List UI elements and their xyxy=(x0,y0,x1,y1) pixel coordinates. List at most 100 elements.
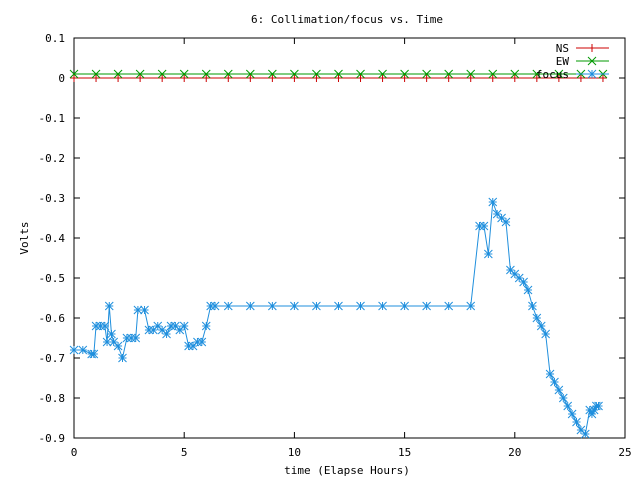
data-point xyxy=(466,301,476,311)
data-point xyxy=(488,74,497,82)
data-point xyxy=(122,333,132,343)
data-point xyxy=(519,277,528,287)
series-layer xyxy=(69,69,608,439)
y-tick-label: -0.1 xyxy=(39,112,66,125)
x-tick-label: 20 xyxy=(508,446,521,459)
data-point xyxy=(541,329,551,339)
chart-title: 6: Collimation/focus vs. Time xyxy=(251,13,443,26)
x-tick-label: 25 xyxy=(618,446,631,459)
data-point xyxy=(356,69,365,79)
data-point xyxy=(587,56,597,66)
data-point xyxy=(422,301,431,311)
data-point xyxy=(140,305,149,315)
data-point xyxy=(580,429,590,439)
data-point xyxy=(587,69,597,79)
legend-label: NS xyxy=(556,42,569,55)
y-tick-label: 0.1 xyxy=(45,32,65,45)
data-point xyxy=(245,301,255,311)
data-point xyxy=(567,409,577,419)
data-point xyxy=(126,333,136,343)
data-point xyxy=(70,74,78,82)
data-point xyxy=(356,74,365,82)
x-tick-label: 5 xyxy=(181,446,188,459)
data-point xyxy=(334,301,343,311)
data-point xyxy=(78,345,88,355)
data-point xyxy=(488,69,498,79)
data-point xyxy=(378,301,387,311)
data-point xyxy=(422,74,431,82)
data-point xyxy=(179,321,189,331)
data-point xyxy=(162,329,171,339)
data-point xyxy=(92,74,101,82)
y-tick-label: -0.8 xyxy=(39,392,66,405)
y-tick-label: -0.7 xyxy=(39,352,66,365)
data-point xyxy=(312,74,321,82)
data-point xyxy=(400,69,409,79)
data-point xyxy=(510,69,520,79)
data-point xyxy=(104,301,114,311)
legend-entry-ns: NS xyxy=(556,42,609,55)
legend-label: focus xyxy=(536,68,569,81)
data-point xyxy=(334,69,343,79)
x-tick-label: 15 xyxy=(398,446,411,459)
series-focus xyxy=(69,197,603,439)
data-point xyxy=(107,329,116,339)
data-point xyxy=(523,285,533,295)
data-point xyxy=(594,401,603,411)
data-point xyxy=(501,217,511,227)
data-point xyxy=(422,69,431,79)
data-point xyxy=(246,74,255,82)
data-point xyxy=(545,369,555,379)
data-point xyxy=(69,345,79,355)
data-point xyxy=(444,69,454,79)
plot-frame xyxy=(73,37,626,439)
data-point xyxy=(290,69,299,79)
data-point xyxy=(510,74,519,82)
data-point xyxy=(554,74,563,82)
series-ns xyxy=(70,74,607,82)
y-tick-label: -0.4 xyxy=(39,232,66,245)
data-point xyxy=(100,321,110,331)
data-point xyxy=(466,74,475,82)
data-point xyxy=(554,385,564,395)
data-point xyxy=(201,69,211,79)
data-point xyxy=(558,393,568,403)
data-point xyxy=(157,325,167,335)
data-point xyxy=(157,69,167,79)
data-point xyxy=(554,69,564,79)
data-point xyxy=(532,74,541,82)
data-point xyxy=(136,74,145,82)
data-point xyxy=(598,74,607,82)
legend-entry-focus: focus xyxy=(536,68,609,81)
data-point xyxy=(588,44,596,52)
series-line xyxy=(74,201,599,435)
data-point xyxy=(488,197,498,207)
data-point xyxy=(210,301,220,311)
data-point xyxy=(444,301,454,311)
data-point xyxy=(201,321,211,331)
y-tick-label: -0.2 xyxy=(39,152,66,165)
data-point xyxy=(224,74,233,82)
data-point xyxy=(550,377,559,387)
y-tick-label: -0.5 xyxy=(39,272,66,285)
data-point xyxy=(131,333,141,343)
data-point xyxy=(223,301,233,311)
y-tick-label: 0 xyxy=(58,72,65,85)
data-point xyxy=(102,337,112,347)
data-point xyxy=(378,69,387,79)
data-point xyxy=(113,69,123,79)
data-point xyxy=(378,74,387,82)
data-point xyxy=(268,69,277,79)
data-point xyxy=(202,74,211,82)
data-point xyxy=(576,74,585,82)
x-tick-label: 0 xyxy=(71,446,78,459)
legend-label: EW xyxy=(556,55,570,68)
data-point xyxy=(144,325,154,335)
data-point xyxy=(536,321,546,331)
data-point xyxy=(312,301,321,311)
data-point xyxy=(113,341,123,351)
data-point xyxy=(334,74,343,82)
data-point xyxy=(69,69,79,79)
